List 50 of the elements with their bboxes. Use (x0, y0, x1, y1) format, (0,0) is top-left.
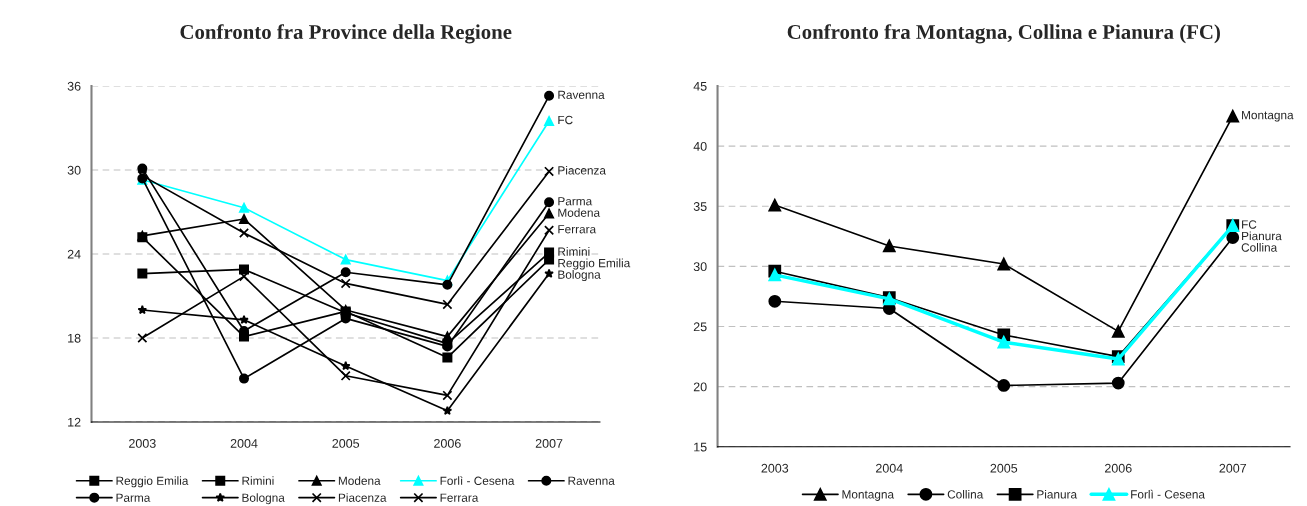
legend-label: Montagna (842, 490, 895, 501)
x-tick-label: 2003 (761, 463, 789, 473)
chart-title: Confronto fra Province della Regione (180, 24, 512, 44)
annotation: FC (558, 115, 573, 125)
y-tick-label: 25 (693, 322, 707, 332)
legend-label: Forlì - Cesena (1131, 489, 1205, 499)
annotation: Modena (558, 208, 601, 217)
y-tick-label: 18 (68, 333, 81, 343)
legend-label: Reggio Emilia (116, 476, 189, 488)
annotation: Ferrara (558, 225, 597, 234)
y-tick-label: 12 (68, 417, 81, 427)
annotation: Pianura (1242, 231, 1282, 241)
x-tick-label: 2006 (1105, 463, 1132, 473)
y-tick-label: 40 (693, 141, 707, 151)
chart-title: Confronto fra Montagna, Collina e Pianura (FC) (787, 24, 1220, 44)
annotation: Rimini (558, 247, 590, 256)
legend-label: Pianura (1037, 489, 1078, 499)
legend-label: Parma (116, 493, 151, 502)
x-tick-label: 2007 (535, 439, 563, 448)
legend-label: Ravenna (568, 476, 615, 485)
legend-label: Ferrara (440, 493, 479, 502)
y-tick-label: 30 (67, 165, 81, 175)
legend-label: Modena (338, 476, 381, 485)
legend-label: Collina (947, 489, 984, 499)
annotation: Ravenna (558, 90, 605, 99)
annotation: Parma (558, 197, 593, 206)
legend-label: Piacenza (338, 493, 387, 502)
y-tick-label: 15 (694, 442, 707, 452)
x-tick-label: 2006 (434, 439, 461, 448)
y-tick-label: 36 (67, 81, 81, 91)
x-tick-label: 2005 (990, 463, 1018, 473)
annotation: Piacenza (558, 165, 606, 175)
x-tick-label: 2003 (129, 439, 156, 448)
x-tick-label: 2004 (230, 439, 258, 448)
y-tick-label: 30 (693, 262, 707, 272)
legend-label: Rimini (242, 476, 274, 485)
y-tick-label: 24 (67, 249, 81, 259)
y-tick-label: 35 (693, 202, 707, 211)
annotation: Montagna (1242, 111, 1294, 122)
annotation: Bologna (558, 270, 601, 282)
x-tick-label: 2004 (876, 463, 903, 473)
y-tick-label: 45 (693, 81, 707, 91)
legend-label: Forlì - Cesena (440, 476, 515, 485)
y-tick-label: 20 (693, 382, 707, 392)
x-tick-label: 2007 (1219, 463, 1247, 473)
annotation: Collina (1241, 243, 1278, 252)
annotation: FC (1242, 220, 1257, 229)
annotation: Reggio Emilia (558, 258, 631, 270)
x-tick-label: 2005 (332, 439, 360, 448)
legend-label: Bologna (242, 493, 285, 505)
